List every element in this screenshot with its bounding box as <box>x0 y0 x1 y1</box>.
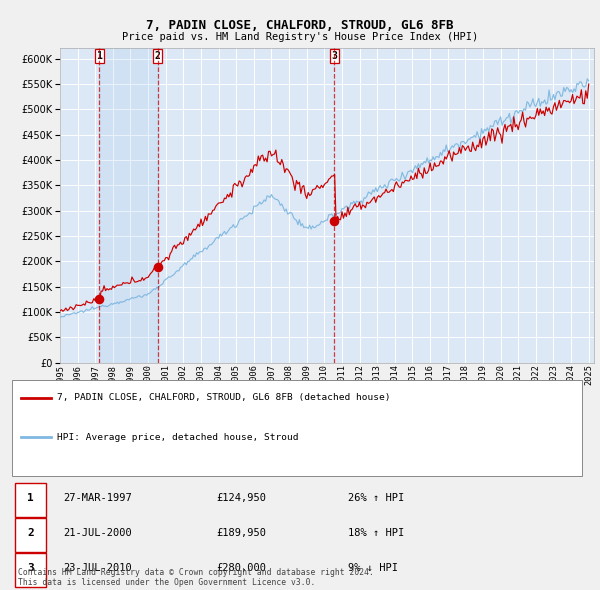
Text: 26% ↑ HPI: 26% ↑ HPI <box>348 493 404 503</box>
Point <box>153 262 163 271</box>
Text: 21-JUL-2000: 21-JUL-2000 <box>63 528 132 538</box>
Point <box>329 216 339 225</box>
Text: 7, PADIN CLOSE, CHALFORD, STROUD, GL6 8FB (detached house): 7, PADIN CLOSE, CHALFORD, STROUD, GL6 8F… <box>57 394 391 402</box>
Text: HPI: Average price, detached house, Stroud: HPI: Average price, detached house, Stro… <box>57 432 299 442</box>
Text: 7, PADIN CLOSE, CHALFORD, STROUD, GL6 8FB: 7, PADIN CLOSE, CHALFORD, STROUD, GL6 8F… <box>146 19 454 32</box>
Text: Contains HM Land Registry data © Crown copyright and database right 2024.: Contains HM Land Registry data © Crown c… <box>18 568 374 577</box>
FancyBboxPatch shape <box>15 518 46 552</box>
Text: 2: 2 <box>27 528 34 538</box>
Text: Price paid vs. HM Land Registry's House Price Index (HPI): Price paid vs. HM Land Registry's House … <box>122 32 478 42</box>
Text: 27-MAR-1997: 27-MAR-1997 <box>63 493 132 503</box>
FancyBboxPatch shape <box>12 381 582 477</box>
Point <box>95 295 104 304</box>
Bar <box>100 48 158 363</box>
Text: 9% ↓ HPI: 9% ↓ HPI <box>348 563 398 573</box>
Text: £124,950: £124,950 <box>216 493 266 503</box>
Text: This data is licensed under the Open Government Licence v3.0.: This data is licensed under the Open Gov… <box>18 578 316 587</box>
Text: 1: 1 <box>27 493 34 503</box>
Text: 3: 3 <box>331 51 337 61</box>
Text: 23-JUL-2010: 23-JUL-2010 <box>63 563 132 573</box>
Text: £189,950: £189,950 <box>216 528 266 538</box>
Text: 18% ↑ HPI: 18% ↑ HPI <box>348 528 404 538</box>
Text: 3: 3 <box>27 563 34 573</box>
Text: 2: 2 <box>155 51 161 61</box>
Text: 1: 1 <box>97 51 103 61</box>
FancyBboxPatch shape <box>15 553 46 586</box>
FancyBboxPatch shape <box>15 483 46 517</box>
Text: £280,000: £280,000 <box>216 563 266 573</box>
